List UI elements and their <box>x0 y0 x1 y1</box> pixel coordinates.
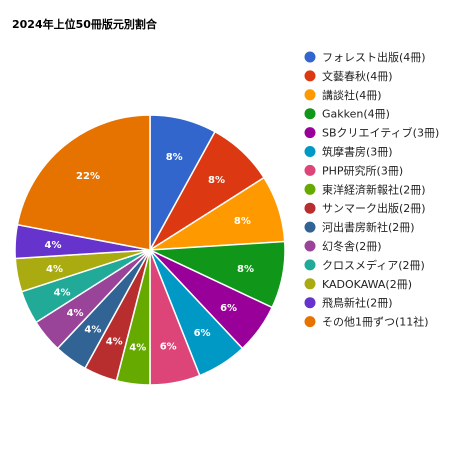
legend-label: サンマーク出版(2冊) <box>322 201 426 215</box>
legend-item: 文藝春秋(4冊) <box>304 69 393 83</box>
legend-label: SBクリエイティブ(3冊) <box>322 126 439 140</box>
legend-item: PHP研究所(3冊) <box>304 163 403 177</box>
legend-label: 講談社(4冊) <box>322 88 382 102</box>
pie-slices <box>14 114 286 386</box>
legend: フォレスト出版(4冊) 文藝春秋(4冊) 講談社(4冊) Gakken(4冊) SBクリ… <box>304 50 439 329</box>
legend-swatch <box>304 108 316 120</box>
legend-swatch <box>304 278 316 290</box>
chart-title: 2024年上位50冊版元別割合 <box>12 17 158 31</box>
legend-item: KADOKAWA(2冊) <box>304 278 412 291</box>
legend-label: 河出書房新社(2冊) <box>322 220 415 234</box>
legend-swatch <box>304 259 316 271</box>
legend-item: 幻冬舎(2冊) <box>304 239 382 253</box>
slice-percent-label: 4% <box>54 287 71 298</box>
slice-percent-label: 4% <box>129 342 146 353</box>
legend-swatch <box>304 297 316 309</box>
slice-percent-label: 4% <box>67 308 84 319</box>
legend-item: クロスメディア(2冊) <box>304 258 425 272</box>
legend-item: フォレスト出版(4冊) <box>304 50 426 64</box>
slice-percent-label: 8% <box>208 175 225 186</box>
legend-item: 河出書房新社(2冊) <box>304 220 415 234</box>
slice-percent-label: 4% <box>84 325 101 336</box>
legend-swatch <box>304 146 316 157</box>
legend-label: 幻冬舎(2冊) <box>322 239 382 253</box>
pie-slice <box>16 114 151 251</box>
legend-label: PHP研究所(3冊) <box>322 163 403 177</box>
legend-item: 東洋経済新報社(2冊) <box>304 182 426 196</box>
legend-swatch <box>304 127 316 139</box>
legend-label: フォレスト出版(4冊) <box>322 50 426 64</box>
legend-swatch <box>304 240 316 252</box>
slice-percent-label: 8% <box>166 152 183 163</box>
legend-item: 講談社(4冊) <box>304 88 382 102</box>
legend-label: 筑摩書房(3冊) <box>322 145 393 159</box>
slice-percent-label: 8% <box>237 264 254 275</box>
slice-percent-label: 4% <box>106 336 123 347</box>
legend-swatch <box>304 316 316 328</box>
legend-label: その他1冊ずつ(11社) <box>322 315 429 329</box>
legend-swatch <box>304 183 316 195</box>
slice-percent-label: 6% <box>220 303 237 314</box>
legend-label: 東洋経済新報社(2冊) <box>322 182 426 196</box>
legend-swatch <box>304 70 316 82</box>
pie-slice-labels: 8%8%8%8%6%6%6%4%4%4%4%4%4%4%22% <box>45 152 254 354</box>
legend-label: 飛鳥新社(2冊) <box>322 296 393 310</box>
legend-swatch <box>304 202 316 214</box>
legend-item: SBクリエイティブ(3冊) <box>304 126 439 140</box>
slice-percent-label: 8% <box>234 216 251 227</box>
slice-percent-label: 22% <box>76 171 100 182</box>
legend-label: 文藝春秋(4冊) <box>322 69 393 83</box>
slice-percent-label: 4% <box>46 264 63 275</box>
slice-percent-label: 6% <box>194 328 211 339</box>
legend-label: Gakken(4冊) <box>322 108 390 121</box>
legend-label: KADOKAWA(2冊) <box>322 278 412 291</box>
legend-item: Gakken(4冊) <box>304 108 390 121</box>
legend-item: サンマーク出版(2冊) <box>304 201 426 215</box>
legend-item: 飛鳥新社(2冊) <box>304 296 393 310</box>
legend-item: その他1冊ずつ(11社) <box>304 315 429 329</box>
legend-item: 筑摩書房(3冊) <box>304 145 393 159</box>
legend-swatch <box>304 51 316 63</box>
slice-percent-label: 6% <box>160 342 177 353</box>
legend-swatch <box>304 164 316 176</box>
legend-label: クロスメディア(2冊) <box>322 258 425 272</box>
legend-swatch <box>304 89 316 101</box>
slice-percent-label: 4% <box>45 240 62 251</box>
legend-swatch <box>304 221 316 233</box>
